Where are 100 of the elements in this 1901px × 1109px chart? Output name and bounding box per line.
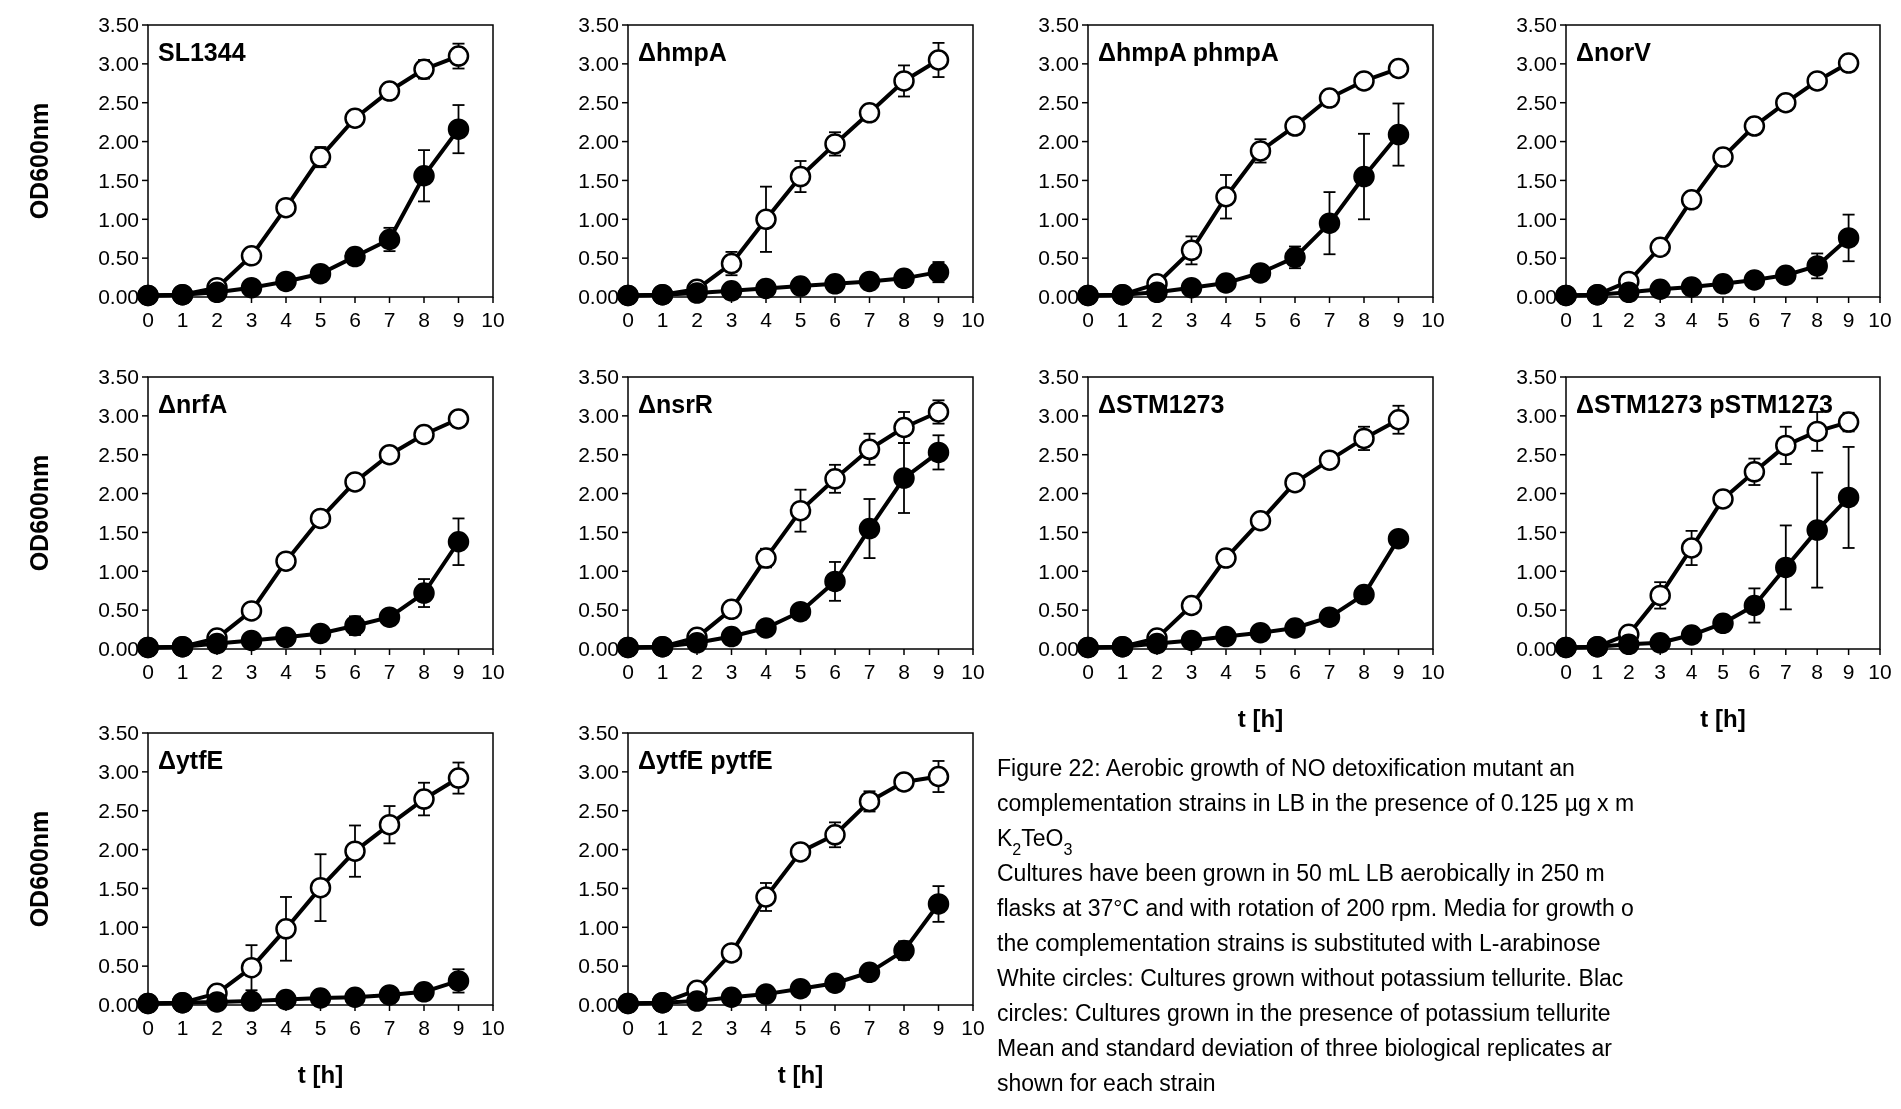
y-tick-label: 3.50 xyxy=(98,13,139,37)
x-tick-label: 3 xyxy=(1185,660,1198,683)
x-tick-label: 0 xyxy=(622,660,634,683)
y-tick-label: 2.00 xyxy=(578,481,619,505)
y-tick-label: 0.00 xyxy=(98,637,139,661)
x-tick-label: 9 xyxy=(932,660,945,683)
x-tick-label: 0 xyxy=(142,1016,154,1039)
x-tick-label: 4 xyxy=(280,660,293,683)
x-tick-label: 8 xyxy=(1358,308,1370,331)
x-tick-label: 9 xyxy=(932,308,945,331)
y-tick-label: 0.00 xyxy=(1516,285,1557,309)
x-tick-label: 8 xyxy=(1811,660,1824,683)
y-tick-label: 2.00 xyxy=(98,837,139,861)
x-tick-label: 1 xyxy=(176,660,189,683)
text: ΔnorV xyxy=(1576,38,1652,66)
x-tick-label: 5 xyxy=(1254,308,1267,331)
x-tick-label: 9 xyxy=(452,308,465,331)
y-tick-label: 0.50 xyxy=(1038,246,1079,270)
y-tick-label: 2.00 xyxy=(1038,481,1079,505)
x-tick-label: 8 xyxy=(418,660,430,683)
x-tick-label: 6 xyxy=(829,308,841,331)
y-tick-label: 1.50 xyxy=(98,876,139,900)
y-tick-label: 0.50 xyxy=(98,954,139,978)
x-tick-label: 4 xyxy=(760,660,773,683)
y-tick-label: 1.00 xyxy=(1038,207,1079,231)
y-tick-label: 0.50 xyxy=(1516,246,1557,270)
y-axis-title: OD600nm xyxy=(25,102,53,220)
text: K$_{2}$TeO$_{3}$ xyxy=(997,825,1073,858)
y-tick-label: 1.50 xyxy=(578,520,619,544)
y-tick-label: 3.50 xyxy=(578,365,619,389)
y-tick-label: 3.50 xyxy=(1038,365,1079,389)
x-tick-label: 6 xyxy=(1289,308,1301,331)
text: ΔhmpA xyxy=(638,38,727,66)
y-tick-label: 3.50 xyxy=(98,721,139,745)
x-tick-label: 3 xyxy=(1654,660,1667,683)
x-tick-label: 8 xyxy=(898,1016,910,1039)
y-tick-label: 3.50 xyxy=(1038,13,1079,37)
y-tick-label: 3.00 xyxy=(1038,404,1079,428)
x-tick-label: 3 xyxy=(725,660,738,683)
y-tick-label: 3.00 xyxy=(1038,52,1079,76)
y-tick-label: 3.00 xyxy=(578,404,619,428)
x-tick-label: 4 xyxy=(280,1016,293,1039)
x-tick-label: 10 xyxy=(1421,660,1445,683)
y-tick-label: 1.00 xyxy=(98,915,139,939)
x-tick-label: 1 xyxy=(1591,308,1604,331)
x-tick-label: 7 xyxy=(1779,660,1792,683)
y-tick-label: 2.50 xyxy=(578,799,619,823)
x-tick-label: 10 xyxy=(481,1016,505,1039)
x-tick-label: 10 xyxy=(481,308,505,331)
y-tick-label: 0.00 xyxy=(98,993,139,1017)
y-tick-label: 1.00 xyxy=(98,207,139,231)
y-tick-label: 2.50 xyxy=(1516,443,1557,467)
y-tick-label: 0.00 xyxy=(98,285,139,309)
x-tick-label: 2 xyxy=(211,660,223,683)
y-tick-label: 0.00 xyxy=(1038,285,1079,309)
y-tick-label: 3.50 xyxy=(98,365,139,389)
x-tick-label: 3 xyxy=(245,308,258,331)
x-tick-label: 0 xyxy=(1082,660,1094,683)
y-tick-label: 0.00 xyxy=(1516,637,1557,661)
x-tick-label: 4 xyxy=(1685,660,1698,683)
x-tick-label: 3 xyxy=(245,660,258,683)
y-tick-label: 3.50 xyxy=(578,13,619,37)
x-tick-label: 3 xyxy=(725,308,738,331)
x-tick-label: 2 xyxy=(211,1016,223,1039)
x-tick-label: 9 xyxy=(1392,308,1405,331)
x-tick-label: 10 xyxy=(1421,308,1445,331)
text: ΔytfE pytfE xyxy=(638,746,773,774)
x-tick-label: 7 xyxy=(1779,308,1792,331)
text: ΔnrfA xyxy=(158,390,228,418)
x-tick-label: 0 xyxy=(1082,308,1094,331)
text: ΔSTM1273 pSTM1273 xyxy=(1576,390,1833,418)
y-tick-label: 3.50 xyxy=(1516,365,1557,389)
x-tick-label: 4 xyxy=(760,1016,773,1039)
x-tick-label: 9 xyxy=(932,1016,945,1039)
text: complementation strains in LB in the presence of 0.125 µg x m xyxy=(997,790,1635,816)
x-tick-label: 5 xyxy=(314,308,327,331)
y-tick-label: 2.00 xyxy=(578,129,619,153)
y-tick-label: 2.00 xyxy=(98,481,139,505)
x-tick-label: 1 xyxy=(656,660,669,683)
x-tick-label: 9 xyxy=(1392,660,1405,683)
y-tick-label: 1.00 xyxy=(578,559,619,583)
y-tick-label: 3.00 xyxy=(98,52,139,76)
x-tick-label: 3 xyxy=(1654,308,1667,331)
x-tick-label: 7 xyxy=(383,1016,396,1039)
text: ΔSTM1273 xyxy=(1098,390,1225,418)
y-tick-label: 2.00 xyxy=(1038,129,1079,153)
y-tick-label: 2.50 xyxy=(1038,91,1079,115)
y-tick-label: 0.50 xyxy=(1038,598,1079,622)
x-tick-label: 10 xyxy=(961,660,985,683)
text: shown for each strain xyxy=(997,1070,1216,1096)
x-tick-label: 1 xyxy=(656,1016,669,1039)
y-tick-label: 2.50 xyxy=(98,443,139,467)
x-tick-label: 5 xyxy=(1717,660,1729,683)
x-tick-label: 3 xyxy=(1185,308,1198,331)
y-tick-label: 3.00 xyxy=(98,760,139,784)
y-tick-label: 0.50 xyxy=(578,246,619,270)
y-tick-label: 2.50 xyxy=(1038,443,1079,467)
y-tick-label: 2.50 xyxy=(98,91,139,115)
x-tick-label: 3 xyxy=(245,1016,258,1039)
y-tick-label: 0.50 xyxy=(578,954,619,978)
